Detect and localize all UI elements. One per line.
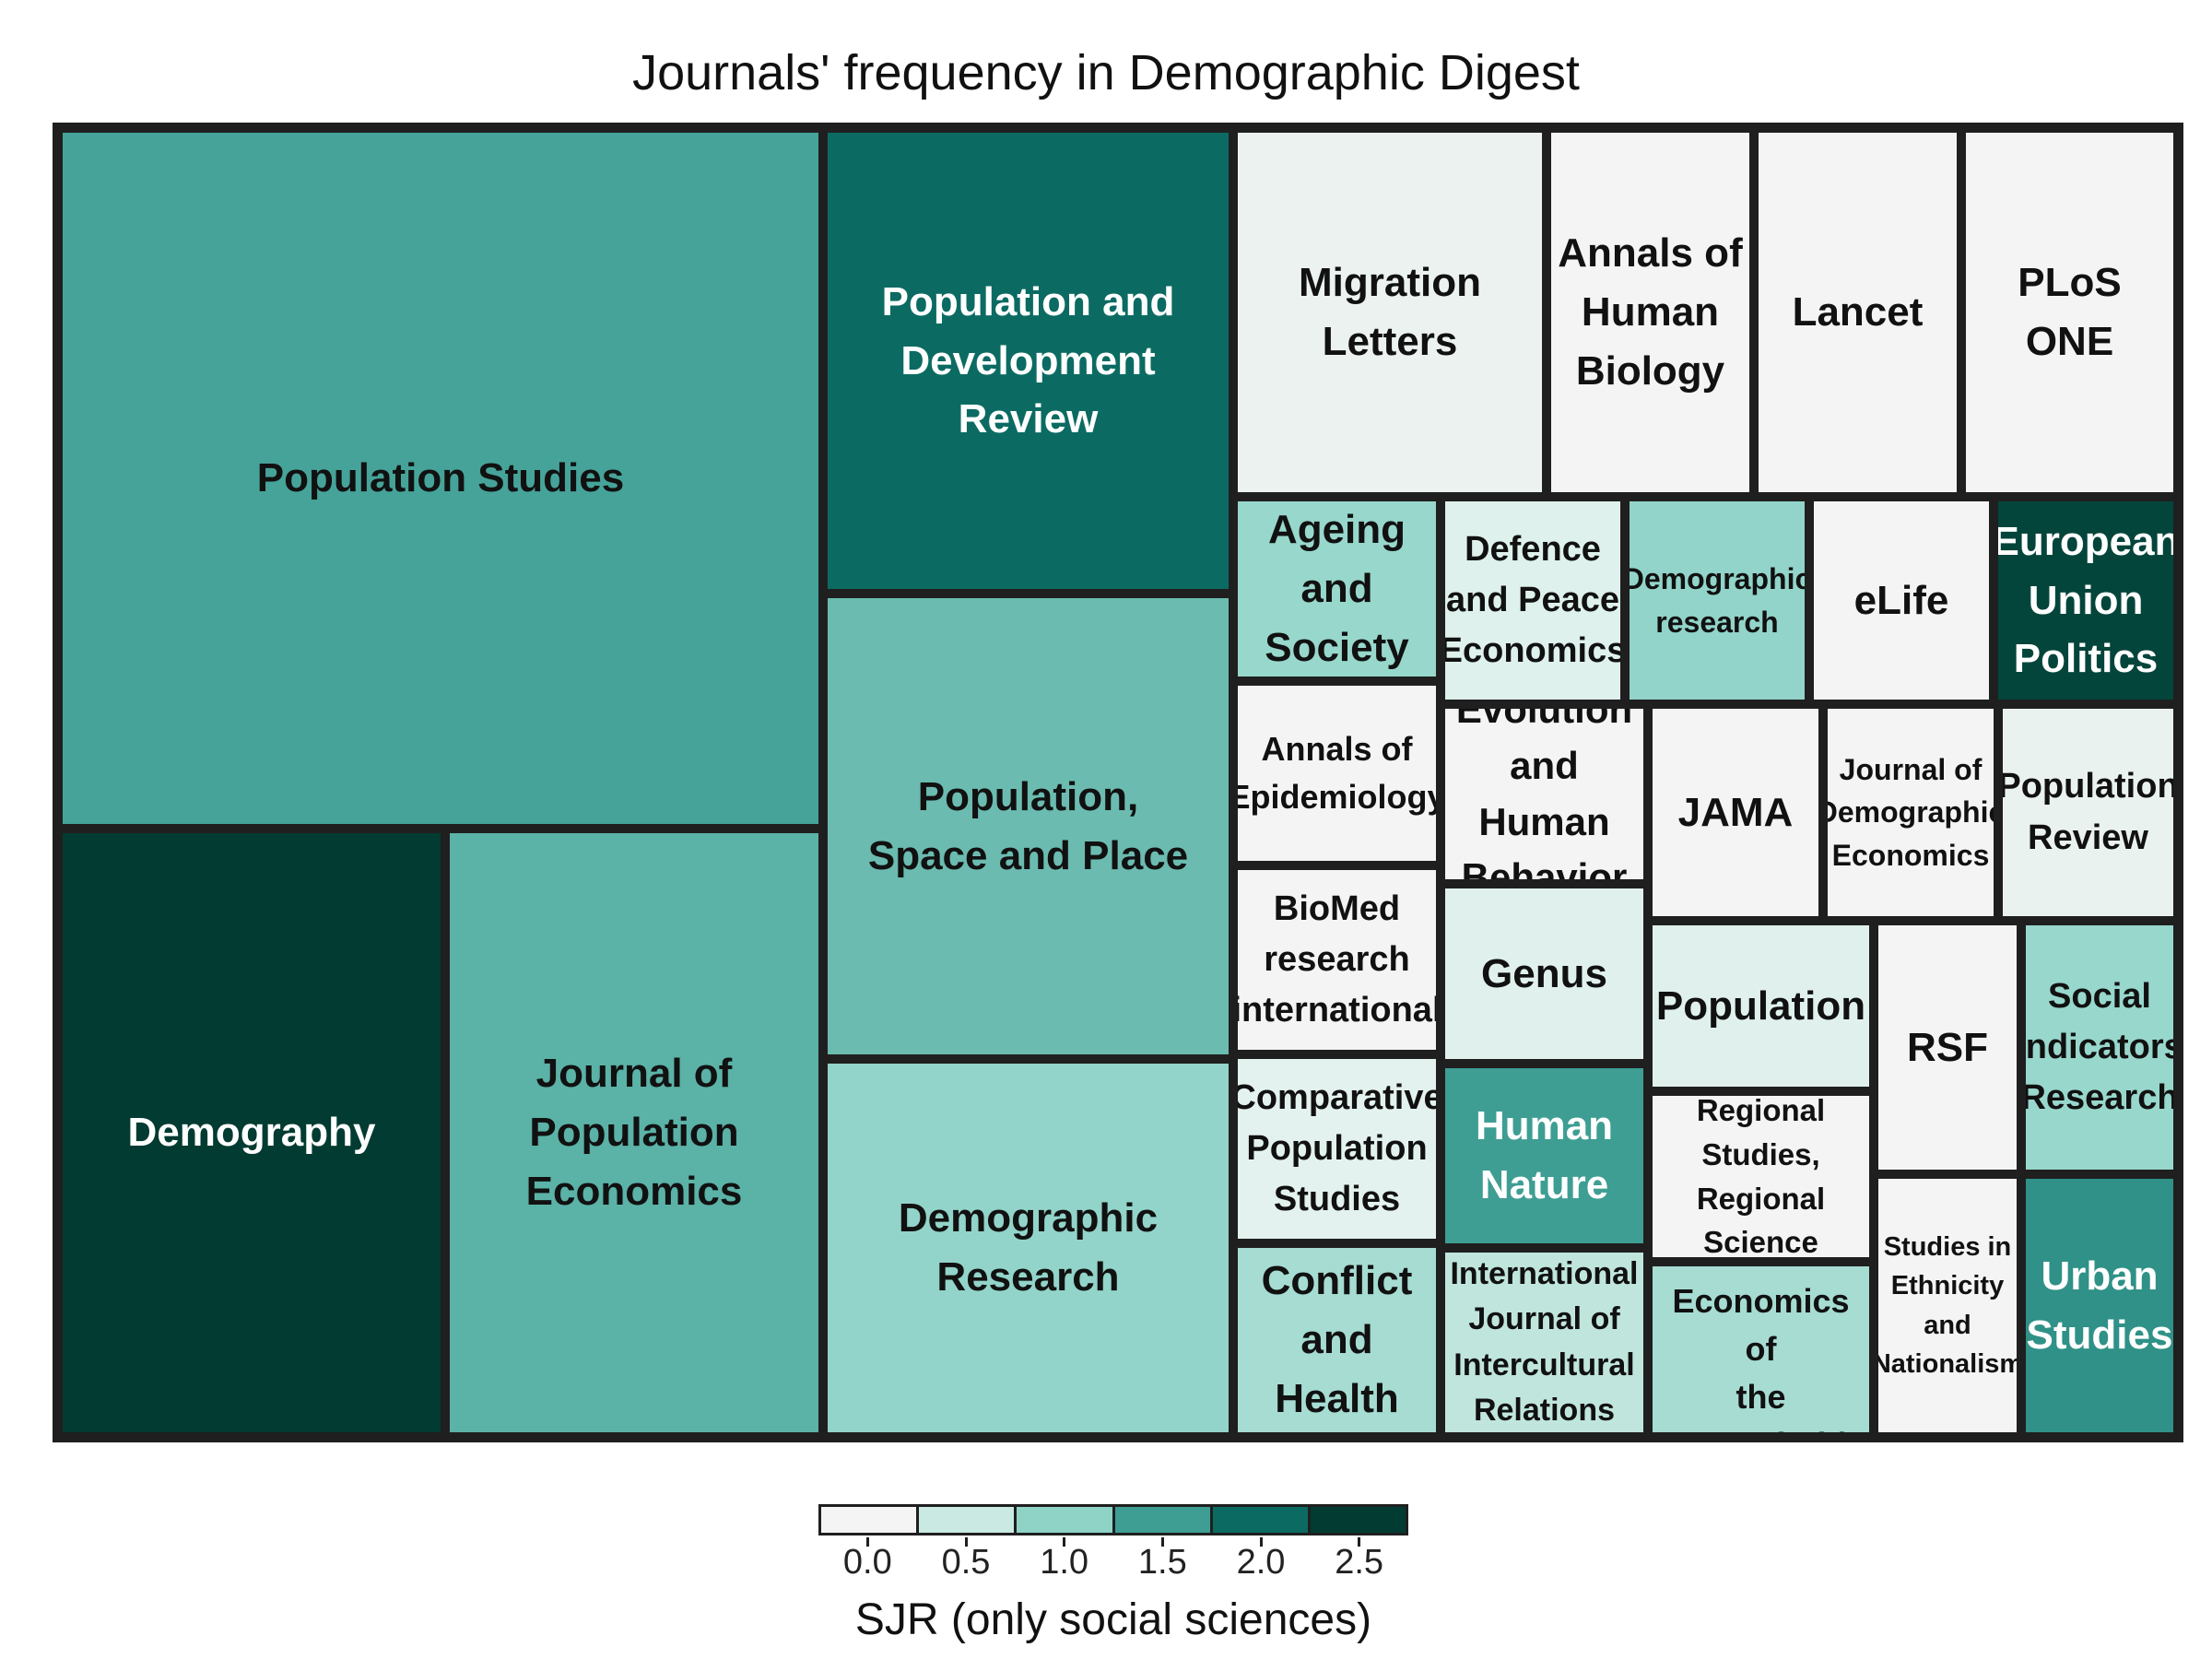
tile-label: Population	[1655, 982, 1866, 1029]
colorbar-tick	[964, 1537, 968, 1547]
treemap-tile: Human Nature	[1441, 1064, 1648, 1248]
treemap-tile: International Journal of Intercultural R…	[1441, 1248, 1648, 1437]
tile-label: Social Indicators Research	[2021, 976, 2178, 1118]
colorbar-tick-label: 0.5	[941, 1543, 991, 1582]
colorbar-tick	[865, 1537, 869, 1547]
tile-label: Annals of Epidemiology	[1233, 729, 1441, 816]
treemap-tile: JAMA	[1648, 704, 1823, 921]
colorbar-swatch	[1017, 1507, 1115, 1533]
treemap-tile: RSF	[1874, 921, 2021, 1174]
colorbar-swatch	[821, 1507, 920, 1533]
tile-label: JAMA	[1677, 789, 1794, 835]
colorbar-tick	[1063, 1537, 1066, 1547]
tile-label: Review of Economics of the Household	[1672, 1266, 1850, 1432]
treemap-tile: Ageing and Society	[1233, 497, 1441, 681]
colorbar-tick-label: 2.5	[1335, 1543, 1384, 1582]
colorbar-swatch	[919, 1507, 1018, 1533]
treemap-tile: Journal of Demographic Economics	[1823, 704, 1998, 921]
treemap-tile: PLoS ONE	[1961, 128, 2178, 497]
tile-label: PLoS ONE	[2018, 260, 2122, 364]
tile-label: Demography	[127, 1110, 376, 1156]
treemap-tile: Population Review	[1998, 704, 2178, 921]
colorbar-tick	[1358, 1537, 1361, 1547]
treemap-tile: Population and Development Review	[823, 128, 1233, 594]
tile-label: International Journal of Intercultural R…	[1450, 1255, 1639, 1428]
tile-label: Demographic research	[1625, 562, 1809, 639]
tile-label: Regional Studies, Regional Science	[1696, 1092, 1826, 1260]
treemap-tile: Review of Economics of the Household	[1648, 1262, 1874, 1437]
colorbar-tick	[1160, 1537, 1164, 1547]
treemap-tile: Migration Letters	[1233, 128, 1547, 497]
tile-label: Genus	[1481, 950, 1607, 996]
treemap-tile: Population Studies	[58, 128, 823, 829]
treemap-tile: Demography	[58, 829, 445, 1437]
treemap-tile: Lancet	[1754, 128, 1961, 497]
colorbar-swatch	[1212, 1507, 1311, 1533]
colorbar-tick-label: 1.0	[1040, 1543, 1089, 1582]
tile-label: Population Studies	[256, 455, 625, 501]
tile-label: Demographic Research	[898, 1195, 1159, 1300]
chart-title: Journals' frequency in Demographic Diges…	[632, 45, 1580, 100]
treemap-tile: Studies in Ethnicity and Nationalism	[1874, 1174, 2021, 1437]
colorbar-tick	[1259, 1537, 1263, 1547]
tile-label: Evolution and Human Behavior	[1455, 704, 1633, 884]
tile-label: Urban Studies	[2026, 1253, 2173, 1358]
tile-label: Ageing and Society	[1265, 507, 1409, 670]
treemap-tile: Regional Studies, Regional Science	[1648, 1091, 1874, 1262]
colorbar-tick-label: 0.0	[842, 1543, 892, 1582]
treemap-tile: Demographic research	[1625, 497, 1809, 704]
treemap-tile: European Union Politics	[1994, 497, 2178, 704]
tile-label: Population, Space and Place	[867, 773, 1189, 878]
tile-label: Comparative Population Studies	[1233, 1077, 1441, 1219]
tile-label: RSF	[1907, 1024, 1988, 1070]
tile-label: Conflict and Health	[1261, 1258, 1413, 1421]
treemap-tile: Population, Space and Place	[823, 594, 1233, 1059]
tile-label: BioMed research international	[1233, 888, 1441, 1030]
tile-label: Migration Letters	[1299, 260, 1481, 364]
treemap-tile: Social Indicators Research	[2021, 921, 2178, 1174]
colorbar-legend: SJR (only social sciences) 0.0 0.5 1.0 1.5 2…	[818, 1504, 1408, 1644]
tile-label: Population and Development Review	[881, 278, 1175, 442]
treemap-tile: Comparative Population Studies	[1233, 1054, 1441, 1243]
treemap-tile: Annals of Epidemiology	[1233, 681, 1441, 865]
treemap-tile: Defence and Peace Economics	[1441, 497, 1625, 704]
colorbar-tick-label: 1.5	[1137, 1543, 1187, 1582]
colorbar	[818, 1504, 1408, 1535]
treemap-tile: Genus	[1441, 884, 1648, 1064]
tile-label: Studies in Ethnicity and Nationalism	[1874, 1232, 2021, 1379]
tile-label: Lancet	[1792, 289, 1924, 335]
treemap-tile: Conflict and Health	[1233, 1243, 1441, 1437]
treemap: Population Studies Demography Journal of P…	[53, 123, 2183, 1442]
treemap-tile: eLife	[1809, 497, 1994, 704]
treemap-tile: BioMed research international	[1233, 865, 1441, 1054]
tile-label: European Union Politics	[1994, 518, 2178, 682]
treemap-tile: Annals of Human Biology	[1547, 128, 1754, 497]
treemap-tile: Journal of Population Economics	[445, 829, 823, 1437]
tile-label: Journal of Demographic Economics	[1823, 752, 1998, 872]
treemap-tile: Population	[1648, 921, 1874, 1091]
colorbar-tick-label: 2.0	[1236, 1543, 1286, 1582]
treemap-tile: Urban Studies	[2021, 1174, 2178, 1437]
tile-label: Annals of Human Biology	[1558, 230, 1743, 394]
tile-label: eLife	[1853, 577, 1949, 623]
tile-label: Defence and Peace Economics	[1441, 529, 1625, 671]
tile-label: Population Review	[1998, 767, 2178, 857]
tile-label: Journal of Population Economics	[525, 1051, 743, 1214]
tile-label: Human Nature	[1475, 1103, 1614, 1207]
colorbar-swatch	[1310, 1507, 1406, 1533]
treemap-tile: Evolution and Human Behavior	[1441, 704, 1648, 884]
treemap-tile: Demographic Research	[823, 1059, 1233, 1437]
colorbar-title: SJR (only social sciences)	[854, 1595, 1372, 1644]
colorbar-swatch	[1114, 1507, 1213, 1533]
